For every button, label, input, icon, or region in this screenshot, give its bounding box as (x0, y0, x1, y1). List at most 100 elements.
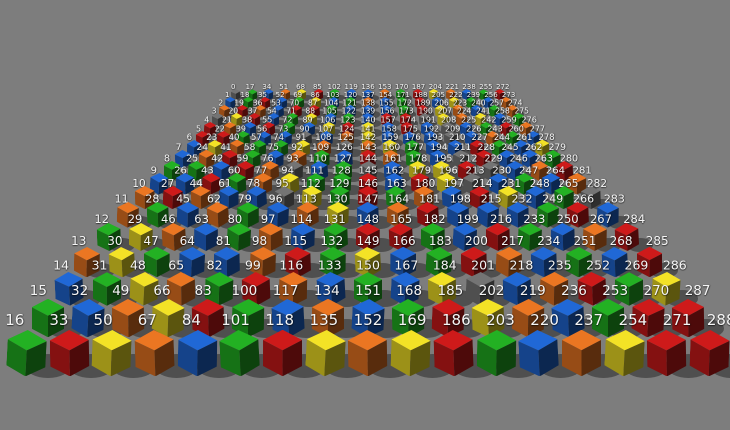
cube-right-face (432, 229, 445, 251)
cube-number-label: 66 (153, 283, 171, 299)
cube-79[interactable] (237, 202, 259, 228)
cube-right-face (479, 191, 490, 210)
cube-number-label: 49 (112, 283, 130, 299)
cube-number-label: 35 (258, 91, 268, 99)
cube-shadow (332, 111, 344, 118)
cube-254[interactable] (603, 329, 645, 377)
cube-237[interactable] (561, 329, 602, 377)
cube-left-face (230, 143, 238, 157)
cube-number-label: 257 (489, 98, 504, 108)
cube-72[interactable] (283, 121, 296, 137)
cube-118[interactable] (263, 329, 303, 377)
cube-number-label: 13 (71, 234, 87, 248)
cube-220[interactable] (518, 329, 560, 377)
cube-262[interactable] (521, 149, 538, 169)
cube-left-face (225, 99, 231, 109)
cube-number-label: 40 (228, 133, 240, 143)
cube-182[interactable] (420, 223, 445, 251)
cube-shadow (347, 139, 362, 148)
cube-159[interactable] (382, 139, 397, 157)
cube-number-label: 219 (519, 283, 546, 299)
cube-1[interactable] (225, 97, 236, 109)
cube-number-label: 162 (385, 165, 405, 177)
cube-16[interactable] (6, 329, 48, 377)
cube-120[interactable] (345, 97, 356, 109)
cube-number-label: 169 (397, 311, 427, 329)
cube-8[interactable] (163, 161, 181, 181)
cube-186[interactable] (433, 329, 474, 377)
cube-right-face (106, 279, 122, 306)
cube-207[interactable] (437, 113, 449, 127)
cube-number-label: 68 (296, 83, 306, 91)
cube-right-face (649, 253, 663, 278)
cube-95[interactable] (274, 186, 295, 210)
cube-number-label: 31 (91, 257, 108, 273)
cube-number-label: 151 (355, 283, 381, 299)
cube-top-face (402, 131, 416, 139)
cube-left-face (390, 253, 404, 278)
cube-271[interactable] (647, 329, 687, 376)
cube-number-label: 274 (508, 98, 523, 108)
cube-285[interactable] (636, 246, 663, 278)
cube-40[interactable] (230, 139, 245, 157)
cube-136[interactable] (363, 89, 373, 101)
cube-166[interactable] (390, 246, 417, 278)
cube-number-label: 205 (431, 91, 445, 99)
cube-number-label: 85 (312, 83, 322, 91)
cube-214[interactable] (469, 186, 490, 210)
cube-239[interactable] (466, 97, 477, 109)
cube-56[interactable] (258, 131, 271, 147)
cube-134[interactable] (311, 298, 345, 338)
cube-255[interactable] (478, 89, 489, 101)
cube-shadow (389, 148, 406, 157)
cube-17[interactable] (247, 89, 258, 101)
cube-shadow (264, 103, 277, 110)
cube-246[interactable] (506, 161, 524, 181)
cube-left-face (452, 107, 458, 118)
cube-230[interactable] (489, 173, 508, 195)
cube-169[interactable] (390, 329, 431, 377)
cube-143[interactable] (360, 149, 376, 169)
cube-number-label: 137 (361, 91, 375, 99)
cube-31[interactable] (92, 272, 122, 306)
cube-number-label: 244 (493, 133, 511, 143)
cube-288[interactable] (689, 329, 730, 377)
cube-278[interactable] (535, 139, 550, 157)
cube-47[interactable] (143, 246, 170, 278)
cube-127[interactable] (335, 161, 352, 181)
cube-203[interactable] (476, 329, 516, 376)
cube-number-label: 211 (454, 143, 472, 153)
cube-223[interactable] (452, 104, 464, 118)
cube-101[interactable] (219, 329, 261, 377)
cube-number-label: 25 (186, 153, 199, 165)
cube-number-label: 251 (573, 234, 597, 248)
cube-88[interactable] (305, 113, 318, 127)
cube-104[interactable] (326, 104, 338, 118)
cube-number-label: 99 (244, 257, 261, 273)
cube-198[interactable] (447, 202, 469, 228)
cube-24[interactable] (198, 149, 215, 169)
cube-152[interactable] (348, 329, 388, 376)
cube-number-label: 224 (456, 106, 472, 116)
cube-shadow (315, 184, 337, 196)
cube-shadow (247, 103, 259, 110)
cube-150[interactable] (353, 272, 383, 306)
cube-number-label: 172 (397, 98, 412, 108)
cube-135[interactable] (305, 329, 347, 377)
cube-shadow (259, 148, 275, 157)
cube-253[interactable] (591, 298, 625, 338)
cube-number-label: 46 (161, 212, 176, 226)
cube-right-face (427, 124, 434, 137)
cube-67[interactable] (134, 329, 175, 377)
cube-number-label: 20 (228, 106, 239, 116)
cube-63[interactable] (194, 223, 218, 251)
cube-15[interactable] (31, 298, 65, 338)
cube-50[interactable] (91, 329, 132, 377)
cube-33[interactable] (49, 329, 89, 376)
cube-111[interactable] (306, 173, 325, 195)
cube-191[interactable] (421, 121, 434, 137)
cube-left-face (274, 191, 285, 210)
cube-84[interactable] (177, 329, 217, 376)
cube-shadow (423, 198, 446, 211)
cube-269[interactable] (614, 272, 644, 306)
